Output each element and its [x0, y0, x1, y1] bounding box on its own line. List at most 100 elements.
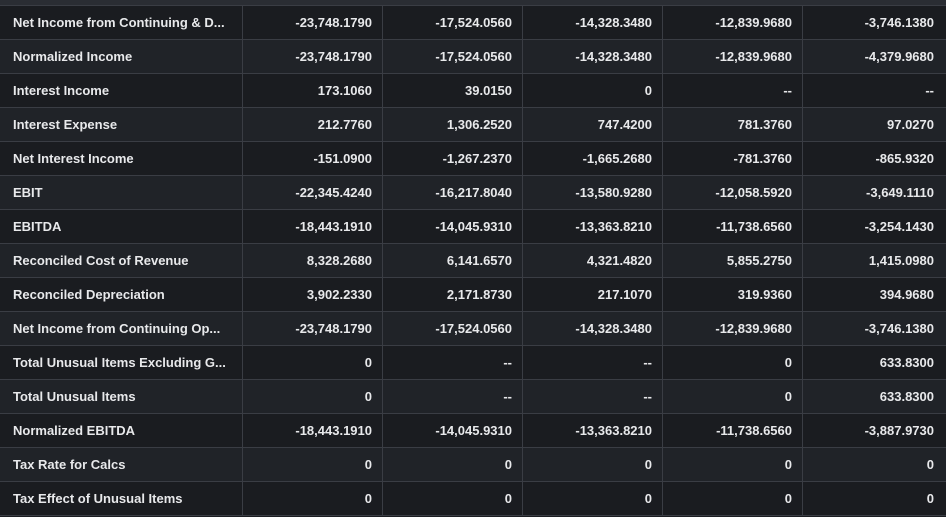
- table-row[interactable]: Net Income from Continuing & D... -23,748…: [0, 6, 946, 40]
- row-label: Total Unusual Items Excluding G...: [0, 346, 243, 380]
- value-cell: -16,217.8040: [383, 176, 523, 210]
- value-cell: 0: [663, 346, 803, 380]
- value-cell: 1,306.2520: [383, 108, 523, 142]
- value-cell: -14,045.9310: [383, 210, 523, 244]
- value-cell: 5,855.2750: [663, 244, 803, 278]
- row-label: Reconciled Depreciation: [0, 278, 243, 312]
- value-cell: -18,443.1910: [243, 210, 383, 244]
- value-cell: 394.9680: [803, 278, 946, 312]
- value-cell: -12,839.9680: [663, 40, 803, 74]
- value-cell: -3,746.1380: [803, 312, 946, 346]
- value-cell: 8,328.2680: [243, 244, 383, 278]
- table-row[interactable]: Net Interest Income -151.0900 -1,267.2370-…: [0, 142, 946, 176]
- value-cell: 747.4200: [523, 108, 663, 142]
- row-label: Normalized EBITDA: [0, 414, 243, 448]
- table-row[interactable]: EBIT -22,345.4240 -16,217.8040 -13,580.9280…: [0, 176, 946, 210]
- value-cell: 319.9360: [663, 278, 803, 312]
- value-cell: -3,254.1430: [803, 210, 946, 244]
- value-cell: -17,524.0560: [383, 312, 523, 346]
- value-cell: 97.0270: [803, 108, 946, 142]
- value-cell: --: [383, 380, 523, 414]
- table-row[interactable]: Interest Income 173.1060 39.0150 0 -- --: [0, 74, 946, 108]
- value-cell: -14,045.9310: [383, 414, 523, 448]
- value-cell: -4,379.9680: [803, 40, 946, 74]
- value-cell: --: [523, 380, 663, 414]
- value-cell: -13,363.8210: [523, 414, 663, 448]
- value-cell: -865.9320: [803, 142, 946, 176]
- value-cell: -11,738.6560: [663, 414, 803, 448]
- table-row[interactable]: Normalized EBITDA -18,443.1910 -14,045.931…: [0, 414, 946, 448]
- value-cell: --: [663, 74, 803, 108]
- row-label: EBITDA: [0, 210, 243, 244]
- value-cell: -17,524.0560: [383, 6, 523, 40]
- table-row[interactable]: Net Income from Continuing Op... -23,748.…: [0, 312, 946, 346]
- value-cell: 173.1060: [243, 74, 383, 108]
- value-cell: 39.0150: [383, 74, 523, 108]
- value-cell: 3,902.2330: [243, 278, 383, 312]
- row-label: Total Unusual Items: [0, 380, 243, 414]
- value-cell: 0: [243, 448, 383, 482]
- table-row[interactable]: Reconciled Cost of Revenue 8,328.2680 6,14…: [0, 244, 946, 278]
- value-cell: -17,524.0560: [383, 40, 523, 74]
- value-cell: 0: [523, 482, 663, 516]
- value-cell: 212.7760: [243, 108, 383, 142]
- value-cell: -14,328.3480: [523, 312, 663, 346]
- value-cell: -23,748.1790: [243, 40, 383, 74]
- value-cell: -18,443.1910: [243, 414, 383, 448]
- value-cell: -151.0900: [243, 142, 383, 176]
- value-cell: 0: [383, 448, 523, 482]
- table-row[interactable]: Interest Expense 212.7760 1,306.2520 747.42…: [0, 108, 946, 142]
- value-cell: 2,171.8730: [383, 278, 523, 312]
- row-label: Normalized Income: [0, 40, 243, 74]
- value-cell: 0: [243, 482, 383, 516]
- row-label: Interest Income: [0, 74, 243, 108]
- value-cell: 633.8300: [803, 380, 946, 414]
- value-cell: -22,345.4240: [243, 176, 383, 210]
- value-cell: -3,746.1380: [803, 6, 946, 40]
- table-row[interactable]: EBITDA -18,443.1910 -14,045.9310 -13,363.82…: [0, 210, 946, 244]
- value-cell: 4,321.4820: [523, 244, 663, 278]
- value-cell: 633.8300: [803, 346, 946, 380]
- table-row[interactable]: Tax Rate for Calcs 0 0 0 0 0: [0, 448, 946, 482]
- value-cell: -23,748.1790: [243, 6, 383, 40]
- row-label: EBIT: [0, 176, 243, 210]
- value-cell: 0: [523, 74, 663, 108]
- value-cell: -3,887.9730: [803, 414, 946, 448]
- value-cell: -23,748.1790: [243, 312, 383, 346]
- value-cell: 0: [523, 448, 663, 482]
- value-cell: 0: [663, 448, 803, 482]
- row-label: Net Interest Income: [0, 142, 243, 176]
- value-cell: 0: [383, 482, 523, 516]
- value-cell: -13,580.9280: [523, 176, 663, 210]
- row-label: Net Income from Continuing & D...: [0, 6, 243, 40]
- table-row[interactable]: Total Unusual Items Excluding G... 0 -- -- 0…: [0, 346, 946, 380]
- value-cell: -1,665.2680: [523, 142, 663, 176]
- value-cell: -1,267.2370: [383, 142, 523, 176]
- table-row[interactable]: Tax Effect of Unusual Items 0 0 0 0 0: [0, 482, 946, 516]
- value-cell: -12,058.5920: [663, 176, 803, 210]
- row-label: Interest Expense: [0, 108, 243, 142]
- value-cell: -11,738.6560: [663, 210, 803, 244]
- table-row[interactable]: Total Unusual Items 0 -- -- 0 633.8300: [0, 380, 946, 414]
- value-cell: --: [383, 346, 523, 380]
- value-cell: -781.3760: [663, 142, 803, 176]
- value-cell: -12,839.9680: [663, 312, 803, 346]
- value-cell: 1,415.0980: [803, 244, 946, 278]
- value-cell: -3,649.1110: [803, 176, 946, 210]
- value-cell: 0: [243, 346, 383, 380]
- header-strip: [0, 0, 946, 6]
- value-cell: -14,328.3480: [523, 6, 663, 40]
- value-cell: 0: [803, 448, 946, 482]
- value-cell: 6,141.6570: [383, 244, 523, 278]
- value-cell: --: [523, 346, 663, 380]
- table-row[interactable]: Reconciled Depreciation 3,902.2330 2,171.8…: [0, 278, 946, 312]
- value-cell: 0: [803, 482, 946, 516]
- value-cell: 781.3760: [663, 108, 803, 142]
- value-cell: 0: [663, 380, 803, 414]
- value-cell: -14,328.3480: [523, 40, 663, 74]
- table-row[interactable]: Normalized Income -23,748.1790 -17,524.056…: [0, 40, 946, 74]
- value-cell: -13,363.8210: [523, 210, 663, 244]
- value-cell: -12,839.9680: [663, 6, 803, 40]
- value-cell: 217.1070: [523, 278, 663, 312]
- value-cell: 0: [663, 482, 803, 516]
